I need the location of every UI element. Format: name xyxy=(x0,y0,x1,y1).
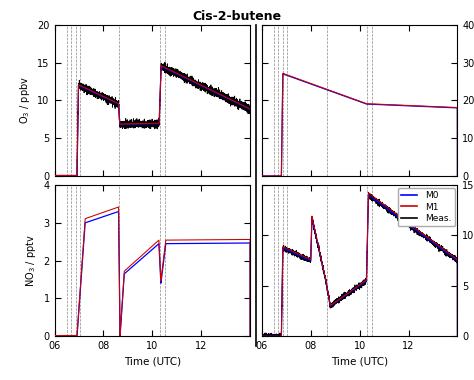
Legend: M0, M1, Meas.: M0, M1, Meas. xyxy=(398,188,455,226)
Y-axis label: NO$_3$ / pptv: NO$_3$ / pptv xyxy=(24,234,38,287)
Text: Cis-2-butene: Cis-2-butene xyxy=(192,10,282,22)
X-axis label: Time (UTC): Time (UTC) xyxy=(124,357,181,367)
Y-axis label: O$_3$ / ppbv: O$_3$ / ppbv xyxy=(18,76,32,124)
X-axis label: Time (UTC): Time (UTC) xyxy=(331,357,388,367)
